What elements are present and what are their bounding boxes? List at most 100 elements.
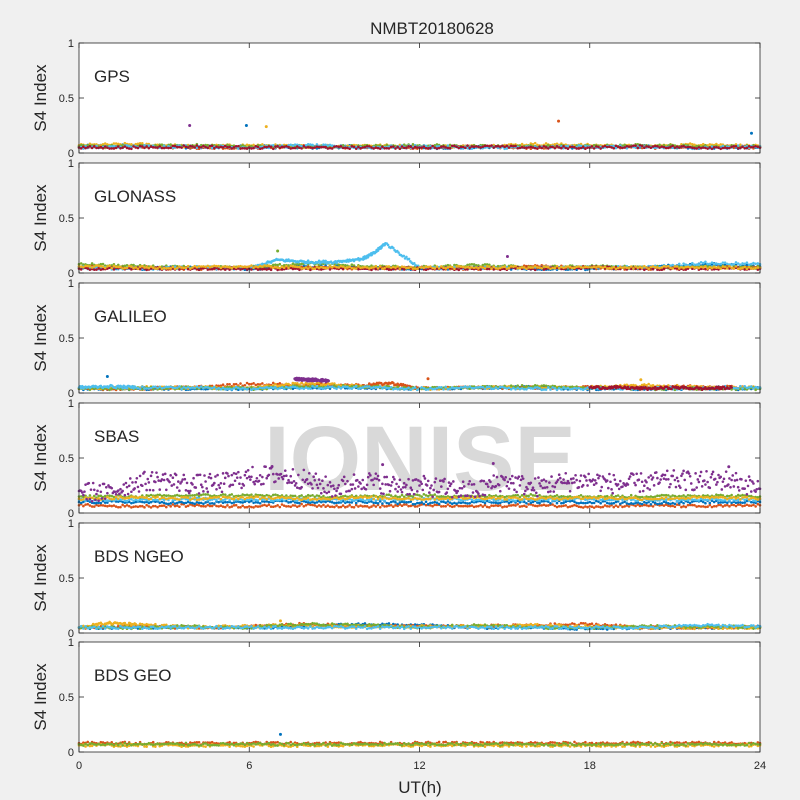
data-point: [210, 144, 214, 148]
data-point: [396, 145, 399, 149]
data-point: [206, 146, 210, 150]
data-point: [302, 144, 306, 148]
data-point: [446, 263, 450, 267]
data-point: [202, 265, 205, 268]
data-point: [656, 145, 659, 148]
data-point: [505, 144, 509, 148]
data-point: [730, 145, 733, 149]
data-point: [533, 268, 537, 272]
data-point: [623, 146, 626, 149]
data-point: [261, 382, 264, 385]
data-point: [239, 382, 242, 385]
data-point: [599, 147, 602, 150]
data-point: [256, 265, 260, 269]
data-point: [274, 265, 277, 269]
data-point: [455, 145, 458, 149]
data-point: [282, 145, 286, 149]
data-point: [82, 145, 85, 149]
data-point: [435, 265, 439, 268]
data-point: [306, 267, 310, 270]
data-point: [350, 266, 354, 270]
data-point: [745, 261, 749, 264]
data-point: [226, 145, 229, 149]
data-point: [175, 266, 179, 270]
data-point: [536, 143, 539, 147]
data-point: [651, 384, 655, 387]
outlier-point: [505, 255, 509, 258]
data-point: [103, 142, 107, 145]
data-point: [422, 145, 426, 148]
data-point: [343, 263, 347, 267]
data-point: [492, 146, 496, 149]
data-point: [437, 146, 441, 150]
data-point: [145, 268, 148, 272]
data-point: [327, 379, 331, 383]
data-point: [531, 266, 535, 269]
data-point: [136, 267, 140, 270]
data-point: [145, 145, 148, 148]
data-point: [357, 145, 360, 149]
data-point: [206, 268, 210, 271]
data-point: [496, 267, 500, 270]
data-point: [440, 265, 443, 268]
data-point: [562, 266, 565, 270]
data-point: [328, 268, 332, 271]
data-point: [643, 268, 646, 272]
data-point: [634, 144, 637, 147]
data-point: [243, 384, 247, 387]
data-point: [437, 267, 441, 270]
data-point: [82, 265, 85, 269]
data-point: [470, 145, 474, 148]
data-point: [343, 266, 347, 270]
data-point: [147, 146, 151, 150]
plot-area: [79, 163, 760, 273]
data-point: [130, 143, 133, 146]
data-point: [577, 147, 581, 150]
data-point: [509, 265, 513, 268]
data-point: [337, 145, 341, 149]
data-point: [669, 143, 672, 146]
data-point: [708, 262, 712, 266]
data-point: [291, 264, 295, 268]
data-point: [402, 254, 406, 258]
data-point: [464, 146, 467, 150]
outlier-point: [557, 119, 561, 123]
data-point: [213, 264, 216, 268]
data-point: [426, 147, 430, 150]
data-point: [156, 143, 159, 147]
data-point: [544, 145, 548, 149]
data-point: [348, 147, 351, 151]
data-point: [370, 266, 373, 270]
data-point: [603, 265, 607, 269]
data-point: [271, 147, 275, 151]
data-point: [258, 147, 262, 151]
data-point: [413, 145, 417, 149]
data-point: [112, 147, 116, 150]
data-point: [250, 147, 253, 150]
data-point: [710, 261, 714, 264]
data-point: [512, 265, 515, 268]
data-point: [575, 265, 578, 269]
data-point: [461, 265, 465, 269]
data-point: [671, 144, 674, 148]
data-point: [536, 147, 539, 150]
data-point: [101, 146, 105, 150]
data-point: [590, 266, 594, 269]
data-point: [566, 147, 570, 151]
data-point: [99, 268, 103, 271]
data-point: [304, 146, 308, 149]
data-point: [533, 146, 537, 150]
data-point: [199, 145, 203, 149]
data-point: [647, 267, 650, 271]
data-point: [479, 146, 482, 149]
data-point: [581, 145, 585, 149]
data-point: [688, 145, 692, 149]
data-point: [592, 147, 596, 150]
data-point: [103, 266, 107, 270]
data-point: [610, 267, 613, 270]
data-point: [306, 382, 310, 386]
data-point: [141, 145, 144, 148]
data-point: [728, 265, 731, 268]
data-point: [490, 267, 493, 270]
